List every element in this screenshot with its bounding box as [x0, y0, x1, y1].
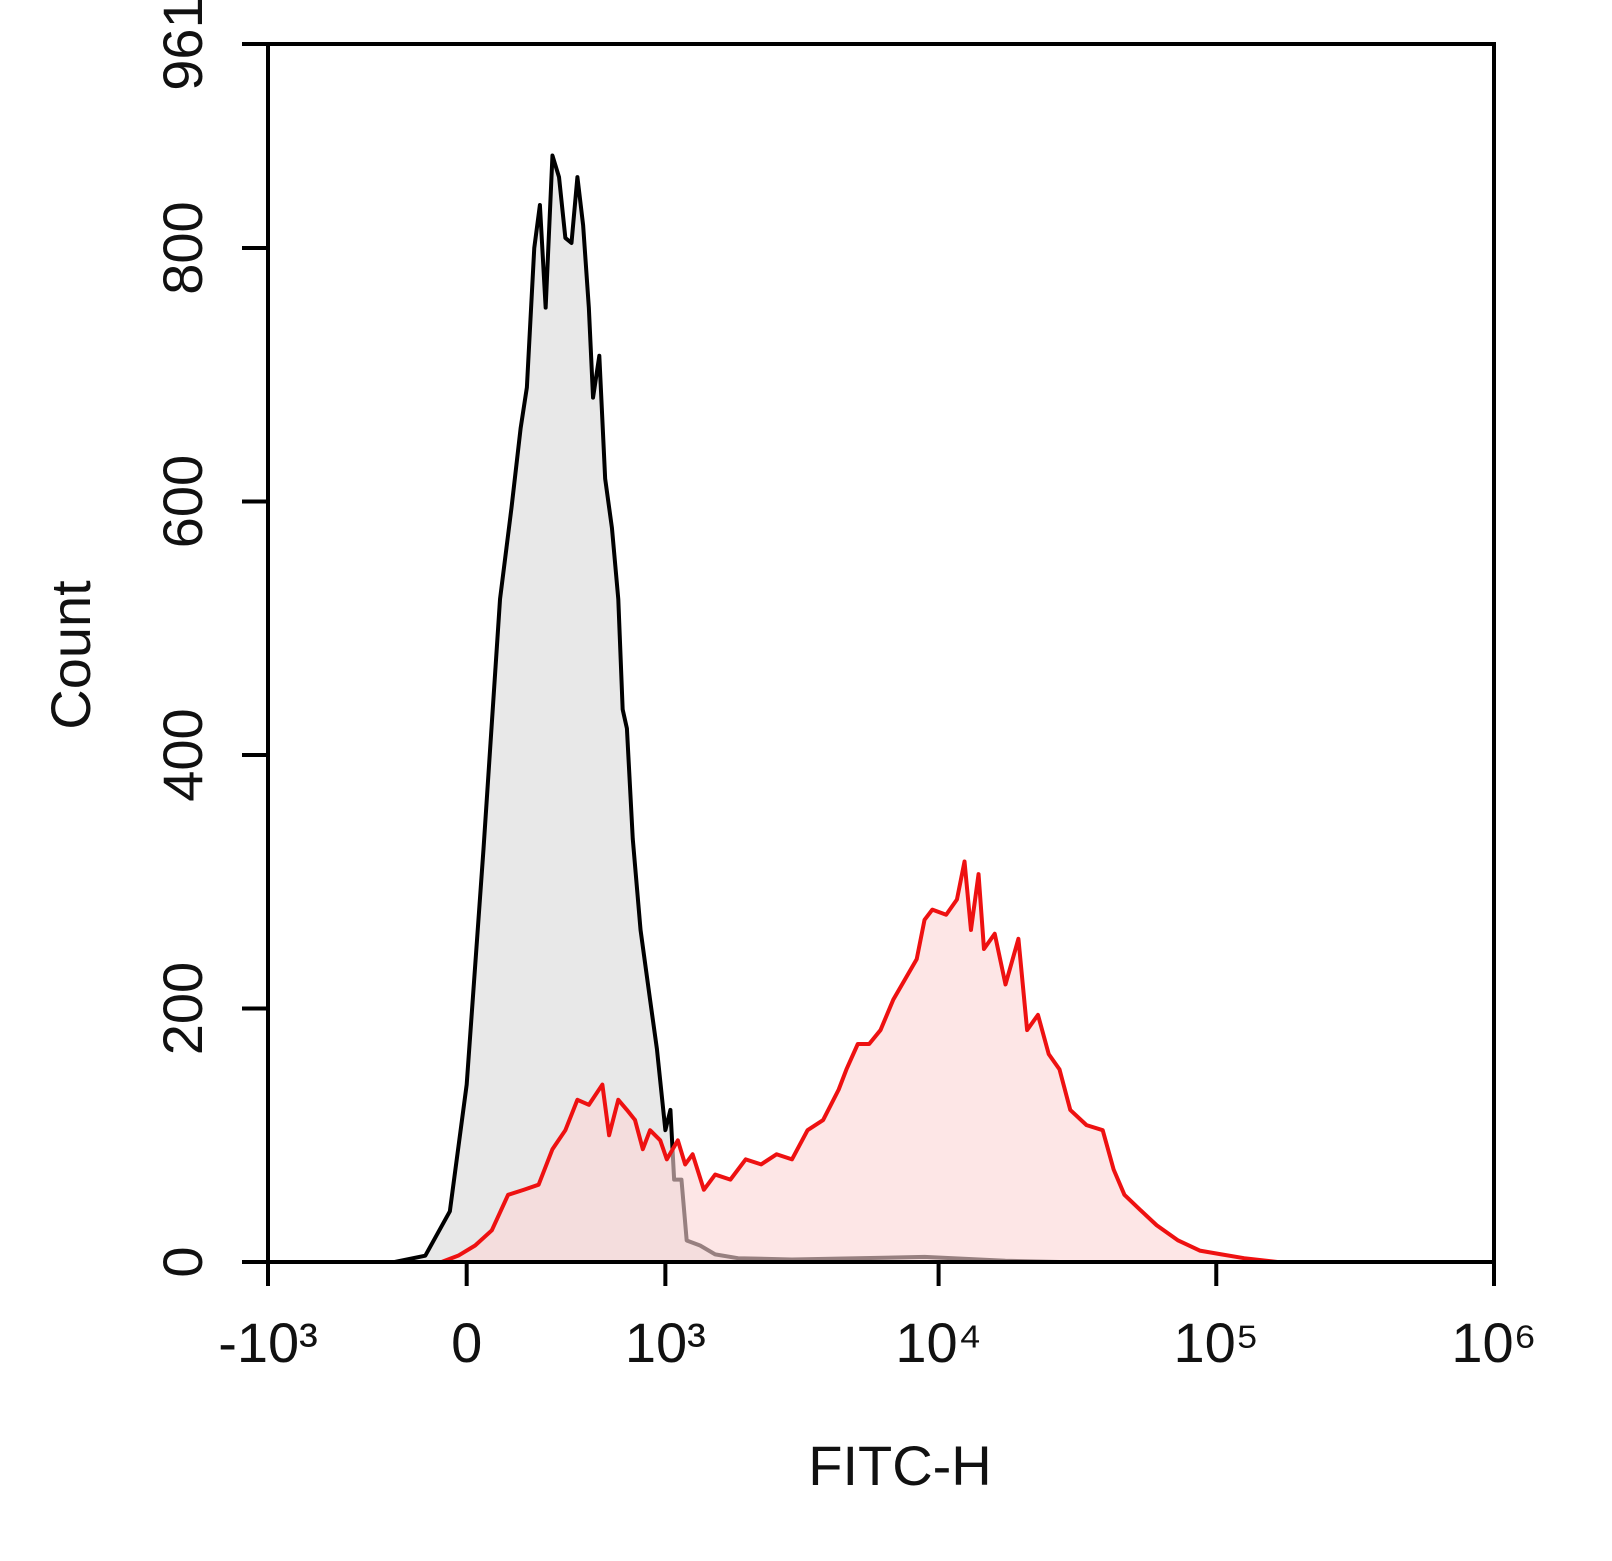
x-tick-label: -10³: [218, 1311, 318, 1374]
y-tick-label: 961: [151, 0, 214, 91]
y-axis-label: Count: [39, 580, 102, 730]
x-axis-label: FITC-H: [808, 1434, 992, 1497]
x-tick-label: 10⁶: [1451, 1311, 1536, 1374]
plot-frame: [266, 42, 1496, 1264]
x-tick-label: 10⁴: [895, 1311, 981, 1374]
x-tick-label: 0: [451, 1311, 482, 1374]
histogram-line: [268, 859, 1494, 1264]
y-tick-label: 800: [151, 201, 214, 294]
area-fill: [268, 155, 1494, 1262]
y-tick-label: 200: [151, 962, 214, 1055]
y-tick-label: 0: [151, 1246, 214, 1277]
y-tick-label: 400: [151, 708, 214, 801]
x-tick-label: 10³: [625, 1311, 706, 1374]
y-tick-label: 600: [151, 455, 214, 548]
area-fill: [268, 861, 1494, 1262]
x-tick-label: 10⁵: [1174, 1311, 1260, 1374]
